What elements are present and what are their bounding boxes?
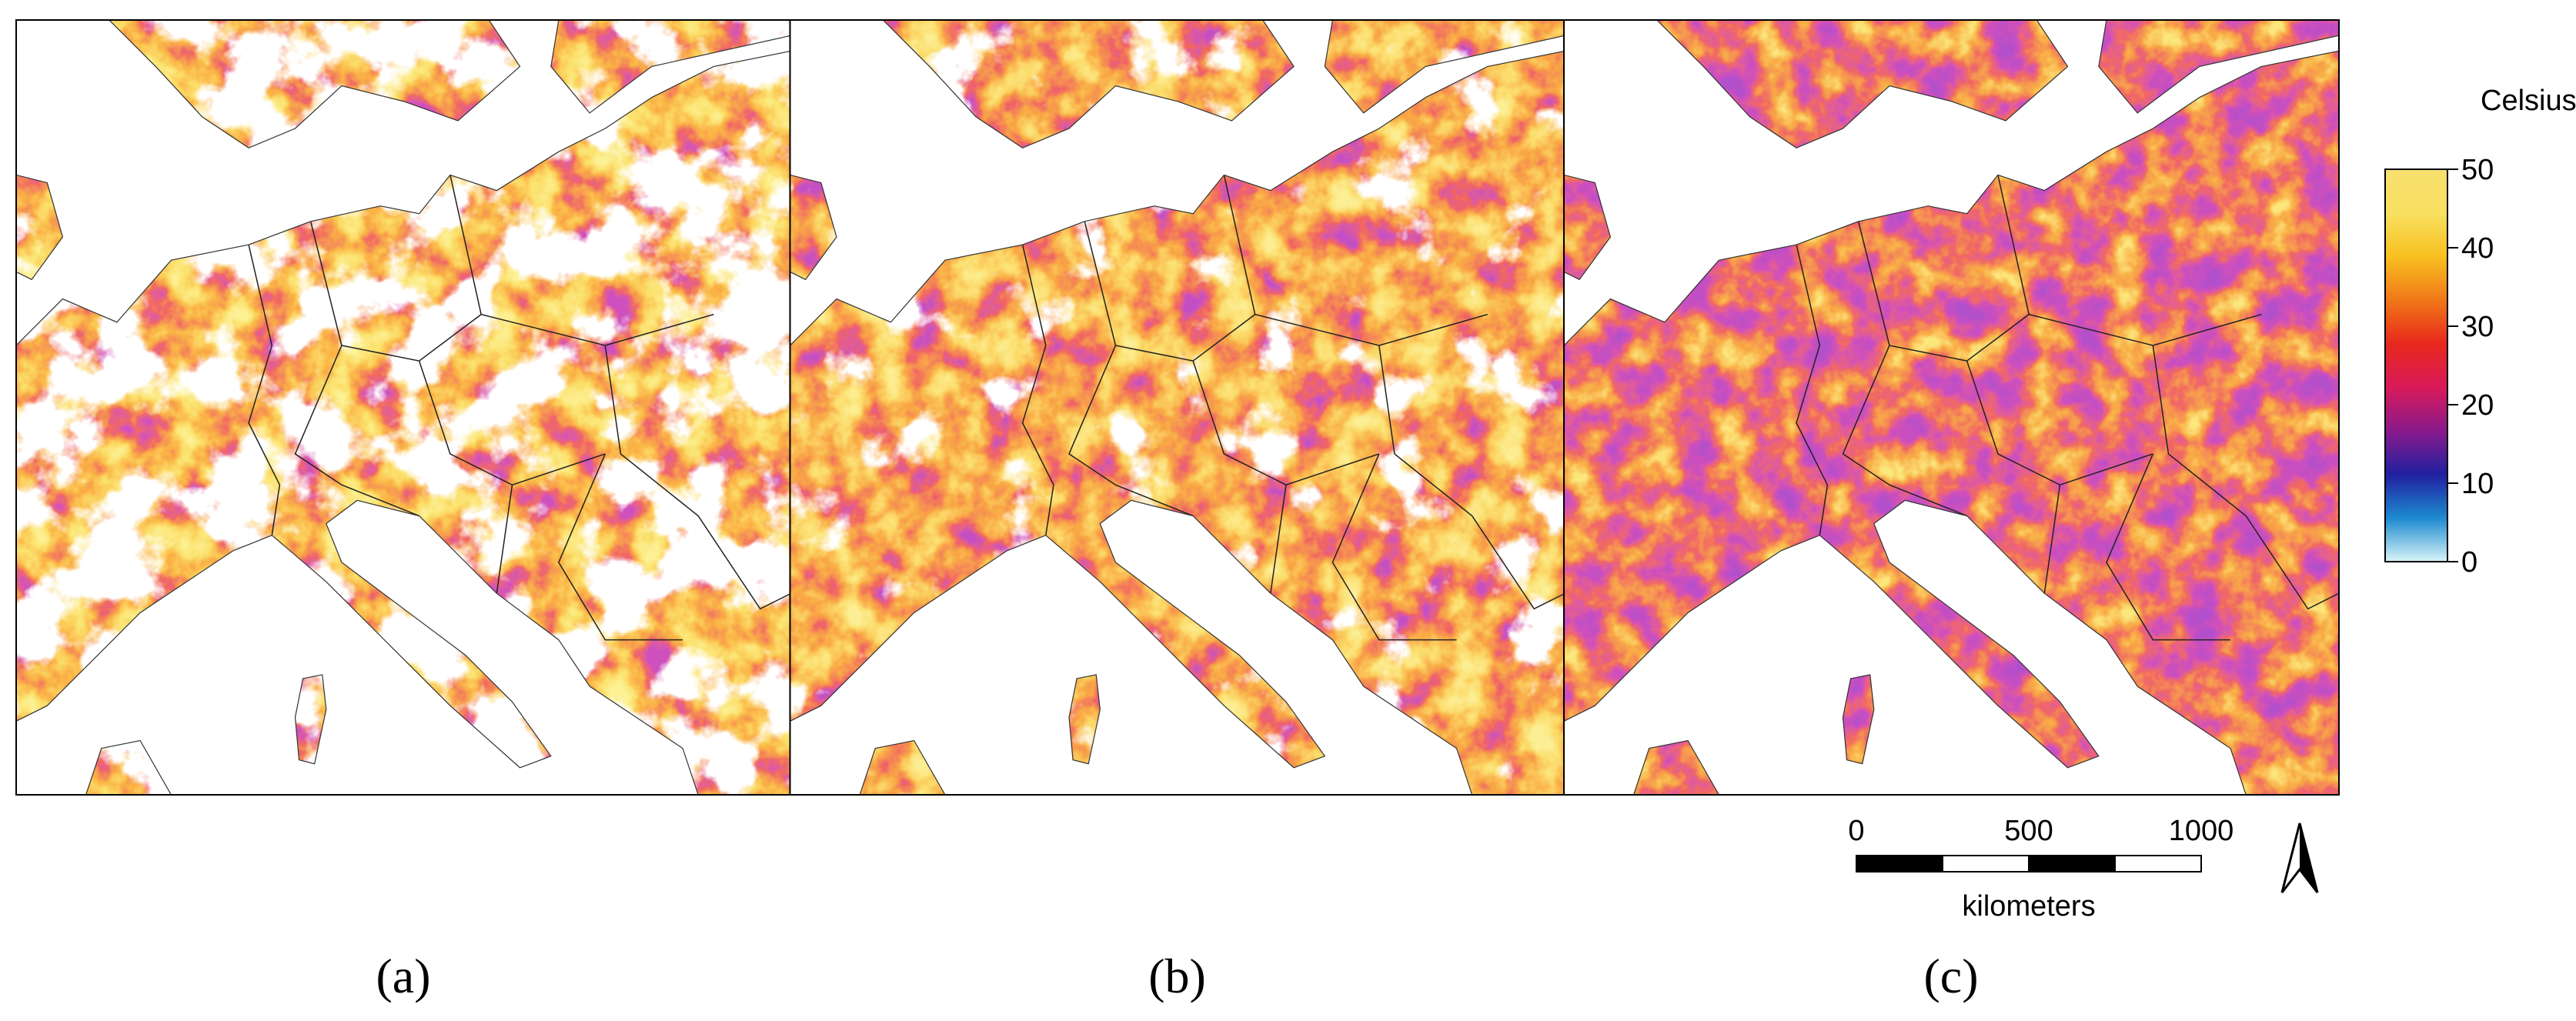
scale-bar-unit: kilometers	[1962, 890, 2095, 923]
map-area	[16, 20, 791, 795]
country-borders	[1021, 175, 1565, 641]
colorbar-tick-label: 30	[2461, 311, 2494, 343]
panel-label: (a)	[376, 949, 430, 1003]
colorbar-tick-label: 10	[2461, 468, 2494, 500]
colorbar-tick-label: 0	[2461, 546, 2477, 579]
map-area	[790, 20, 1565, 795]
cloud-mask	[790, 20, 1565, 795]
scale-bar-label: 0	[1848, 815, 1864, 847]
scale-bar-segment	[2114, 855, 2202, 873]
map-panel	[789, 18, 1566, 796]
map-panel	[15, 18, 793, 796]
colorbar-tick-label: 50	[2461, 154, 2494, 186]
scale-bar-label: 1000	[2169, 815, 2234, 847]
coastline	[16, 20, 791, 795]
colorbar-title: Celsius	[2481, 85, 2576, 117]
scale-bar-label: 500	[2004, 815, 2053, 847]
panel-frame	[1562, 18, 2340, 796]
coastline	[790, 20, 1565, 795]
scale-bar-segment	[1856, 855, 1943, 873]
colorbar-tick-label: 40	[2461, 232, 2494, 265]
north-arrow-half	[2300, 823, 2317, 893]
coastline	[1564, 20, 2339, 795]
scale-bar-segment	[1942, 855, 2030, 873]
panels: (a) (b) (c)	[15, 18, 2340, 1003]
map-area	[1564, 20, 2339, 795]
panel-label: (c)	[1923, 949, 1978, 1003]
map-panel	[1562, 18, 2340, 796]
colorbar-tick-label: 20	[2461, 389, 2494, 422]
panel-label: (b)	[1148, 949, 1206, 1003]
country-borders	[248, 175, 791, 641]
cloud-mask	[16, 20, 791, 795]
scale-bar-segment	[2028, 855, 2116, 873]
country-borders	[1796, 175, 2339, 641]
colorbar	[2384, 168, 2448, 562]
